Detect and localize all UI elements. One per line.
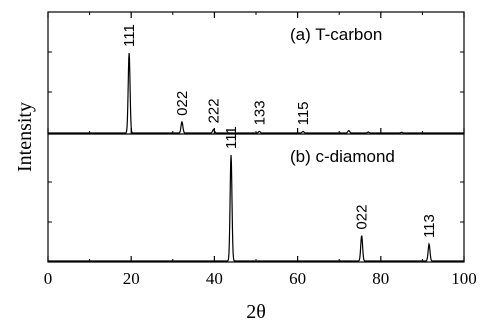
- peak-label: 113: [421, 214, 438, 238]
- peak-label: 022: [354, 205, 371, 230]
- peak-label: 111: [121, 24, 138, 47]
- y-axis-label: Intensity: [14, 102, 36, 172]
- x-tick-labels: 0 20 40 60 80 100: [44, 269, 477, 288]
- panel-c-diamond: 111 022 113 (b) c-diamond: [48, 126, 464, 261]
- x-tick-label: 80: [372, 269, 389, 288]
- x-axis-label: 2θ: [246, 301, 266, 323]
- x-tick-label: 20: [123, 269, 140, 288]
- x-tick-label: 0: [44, 269, 53, 288]
- x-tick-label: 40: [206, 269, 223, 288]
- c-diamond-peak-labels: 111 022 113: [223, 126, 438, 238]
- c-diamond-panel-label: (b) c-diamond: [290, 147, 395, 166]
- plot-frame: [48, 12, 464, 262]
- t-carbon-panel-label: (a) T-carbon: [290, 25, 382, 44]
- x-tick-label: 60: [289, 269, 306, 288]
- axes: [48, 12, 464, 262]
- peak-label: 115: [295, 101, 312, 125]
- peak-label: 133: [251, 100, 268, 125]
- c-diamond-trace: [48, 155, 464, 261]
- peak-label: 111: [223, 126, 240, 149]
- peak-label: 222: [206, 98, 223, 123]
- peak-label: 022: [174, 91, 191, 116]
- panel-t-carbon: 111 022 222 133 115 (a) T-carbon: [48, 24, 464, 133]
- x-tick-label: 100: [451, 269, 477, 288]
- t-carbon-peak-labels: 111 022 222 133 115: [121, 24, 312, 125]
